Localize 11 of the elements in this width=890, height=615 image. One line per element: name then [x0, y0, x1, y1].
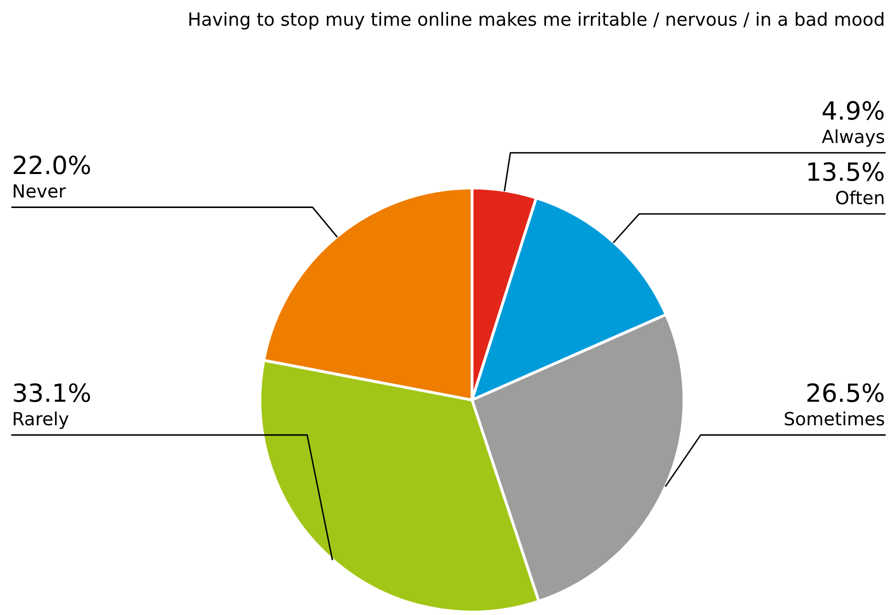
slice-label: Sometimes — [784, 412, 884, 426]
data-label: 22.0% — [14, 155, 90, 174]
slice-label: Always — [822, 129, 884, 147]
data-label: 4.9% — [822, 101, 884, 120]
data-label: 26.5% — [807, 383, 884, 402]
chart-title: Having to stop muy time online makes me irritable / nervous / in a bad mood — [189, 12, 884, 30]
slice-label: Rarely — [14, 412, 68, 429]
data-label: 33.1% — [14, 383, 90, 402]
slice-label: Never — [14, 184, 66, 198]
data-label: 13.5% — [808, 162, 884, 182]
slice-label: Often — [836, 190, 884, 204]
